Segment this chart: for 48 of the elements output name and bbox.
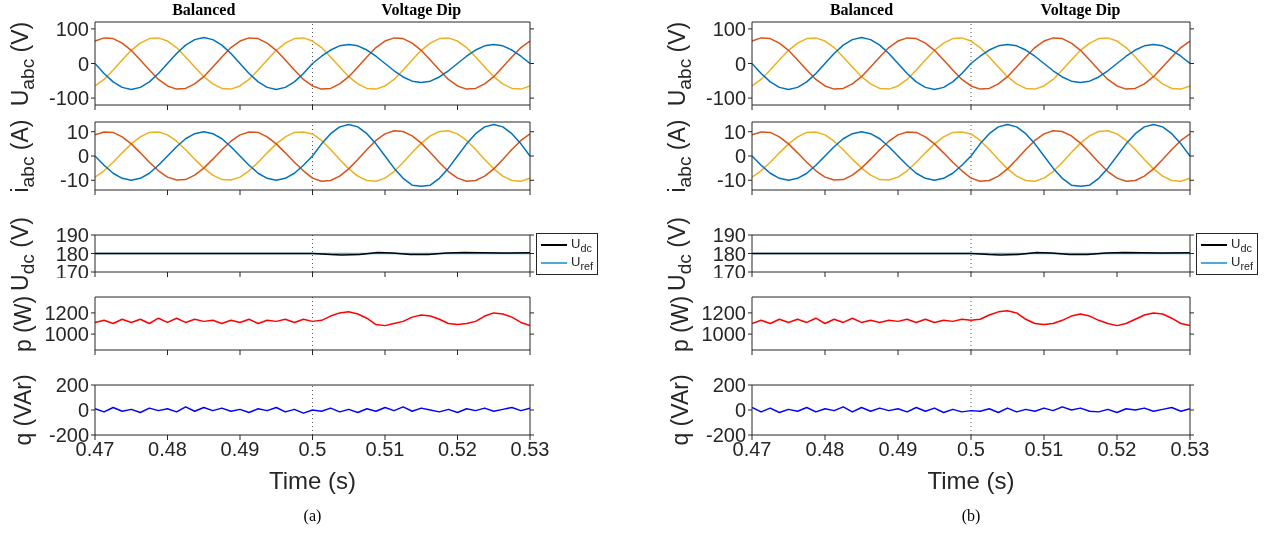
x-tick-label: 0.5 xyxy=(957,438,985,461)
legend-label: U$_{ref}$ xyxy=(1231,253,1254,272)
y-tick-label: 0 xyxy=(734,399,746,422)
y-tick-label: 100 xyxy=(55,18,89,41)
x-tick-label: 0.51 xyxy=(1024,438,1064,461)
y-axis-title: q (VAr) xyxy=(666,374,693,446)
text: Voltage Dip xyxy=(1040,1,1121,19)
y-tick-label: 0 xyxy=(734,145,746,168)
y-axis-title: p (W) xyxy=(9,295,36,352)
text: (a) xyxy=(303,507,322,525)
legend-label: U$_{dc}$ xyxy=(1231,235,1252,254)
y-tick-label: 1000 xyxy=(701,323,746,346)
x-tick-label: 0.49 xyxy=(220,438,260,461)
y-tick-label: 200 xyxy=(712,374,746,397)
x-axis-title: Time (s) xyxy=(927,467,1015,495)
legend-label: U$_{dc}$ xyxy=(571,235,592,254)
y-tick-label: 10 xyxy=(66,120,89,143)
x-axis-title: Time (s) xyxy=(268,467,357,495)
y-tick-label: 100 xyxy=(712,18,746,41)
y-tick-label: 0 xyxy=(77,399,89,422)
y-tick-label: 1200 xyxy=(44,302,89,324)
text: Voltage Dip xyxy=(381,1,462,19)
x-tick-label: 0.52 xyxy=(438,438,477,461)
y-tick-label: 0 xyxy=(77,145,89,168)
text: Balanced xyxy=(829,1,894,19)
y-tick-label: -100 xyxy=(705,87,746,110)
y-tick-label: 10 xyxy=(723,120,746,143)
y-tick-label: 200 xyxy=(55,374,89,397)
y-axis-title: p (W) xyxy=(666,295,693,352)
x-tick-label: 0.5 xyxy=(298,438,327,461)
x-tick-label: 0.49 xyxy=(878,438,918,461)
x-tick-label: 0.48 xyxy=(805,438,845,461)
y-tick-label: 1000 xyxy=(44,323,89,346)
y-tick-label: 0 xyxy=(77,52,89,75)
x-tick-label: 0.48 xyxy=(148,438,187,461)
y-axis-title: q (VAr) xyxy=(9,374,36,446)
text: Balanced xyxy=(172,1,236,19)
x-tick-label: 0.51 xyxy=(365,438,405,461)
x-tick-label: 0.52 xyxy=(1097,438,1137,461)
x-tick-label: 0.53 xyxy=(1170,438,1210,461)
y-tick-label: 1200 xyxy=(701,302,746,324)
y-tick-label: -10 xyxy=(60,169,89,192)
y-tick-label: -100 xyxy=(48,87,89,110)
x-tick-label: 0.53 xyxy=(510,438,550,461)
text: (b) xyxy=(961,507,981,525)
y-tick-label: -10 xyxy=(717,169,746,192)
legend-label: U$_{ref}$ xyxy=(571,253,594,272)
y-tick-label: 0 xyxy=(734,52,746,75)
